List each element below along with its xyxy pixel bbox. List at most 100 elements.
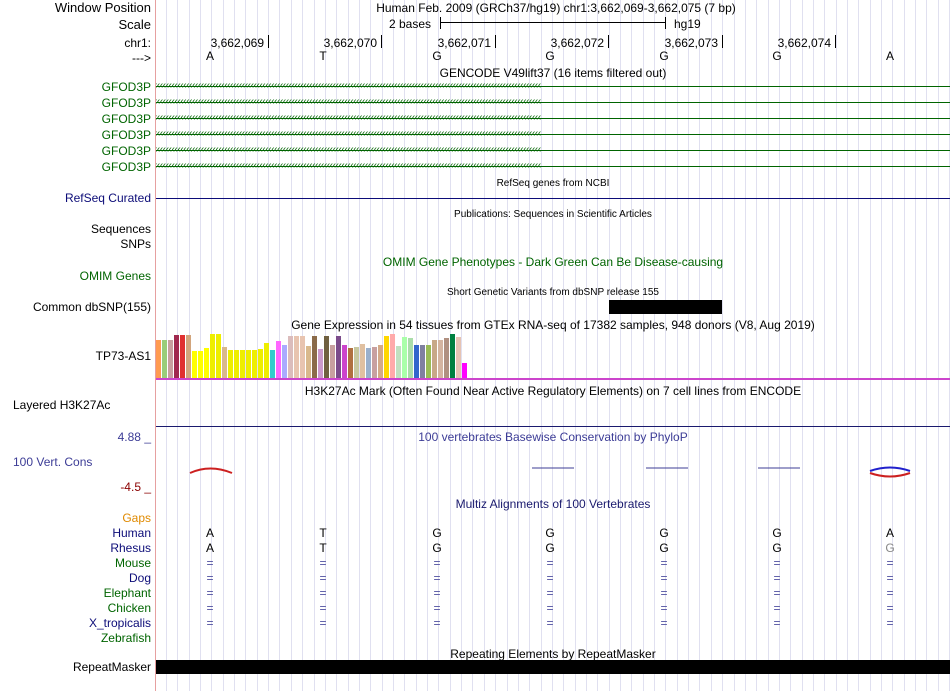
gencode-transcript[interactable]: ‹‹‹‹‹‹‹‹‹‹‹‹‹‹‹‹‹‹‹‹‹‹‹‹‹‹‹‹‹‹‹‹‹‹‹‹‹‹‹‹… [156,112,950,123]
gencode-transcript[interactable]: ‹‹‹‹‹‹‹‹‹‹‹‹‹‹‹‹‹‹‹‹‹‹‹‹‹‹‹‹‹‹‹‹‹‹‹‹‹‹‹‹… [156,160,950,171]
gencode-transcript[interactable]: ‹‹‹‹‹‹‹‹‹‹‹‹‹‹‹‹‹‹‹‹‹‹‹‹‹‹‹‹‹‹‹‹‹‹‹‹‹‹‹‹… [156,128,950,139]
publications-title[interactable]: Publications: Sequences in Scientific Ar… [454,209,652,220]
repeatmasker-label[interactable]: RepeatMasker [72,660,151,674]
gtex-tissue-bar[interactable] [456,337,461,378]
gtex-tissue-bar[interactable] [294,336,299,378]
track-data-area[interactable]: Human Feb. 2009 (GRCh37/hg19) chr1:3,662… [156,0,950,691]
gencode-item-label[interactable]: GFOD3P [101,144,151,158]
gtex-tissue-bar[interactable] [426,345,431,378]
gencode-title[interactable]: GENCODE V49lift37 (16 items filtered out… [439,66,667,80]
gtex-tissue-bar[interactable] [174,335,179,378]
gtex-tissue-bar[interactable] [360,344,365,378]
gtex-tissue-bar[interactable] [264,343,269,378]
gtex-tissue-bar[interactable] [180,335,185,378]
gtex-tissue-bar[interactable] [228,350,233,378]
dbsnp-title[interactable]: Short Genetic Variants from dbSNP releas… [447,287,659,298]
gencode-item-label[interactable]: GFOD3P [101,160,151,174]
dbsnp-variant-block[interactable] [609,300,722,314]
gencode-item-label[interactable]: GFOD3P [101,96,151,110]
repeatmasker-title[interactable]: Repeating Elements by RepeatMasker [450,647,656,661]
gtex-tissue-bar[interactable] [300,336,305,378]
gtex-tissue-bar[interactable] [450,334,455,378]
species-label[interactable]: Human [112,526,151,540]
gtex-tissue-bar[interactable] [384,336,389,378]
species-label[interactable]: Dog [128,571,151,585]
gencode-item-label[interactable]: GFOD3P [101,128,151,142]
gtex-tissue-bar[interactable] [432,340,437,378]
aligned-base: = [433,586,441,600]
gtex-tissue-bar[interactable] [192,351,197,378]
gtex-tissue-bar[interactable] [372,347,377,378]
gtex-tissue-bar[interactable] [444,338,449,378]
gtex-tissue-bar[interactable] [366,348,371,378]
species-label[interactable]: Elephant [103,586,151,600]
sequences-label[interactable]: Sequences [90,222,151,236]
gtex-tissue-bar[interactable] [330,345,335,378]
gaps-label[interactable]: Gaps [122,511,151,525]
phylop-graph[interactable] [156,458,950,482]
omim-title[interactable]: OMIM Gene Phenotypes - Dark Green Can Be… [382,255,724,269]
snps-label[interactable]: SNPs [120,237,151,251]
gtex-tissue-bar[interactable] [222,347,227,378]
gtex-tissue-bar[interactable] [198,351,203,378]
refseq-label[interactable]: RefSeq Curated [64,191,151,205]
gtex-tissue-bar[interactable] [288,336,293,378]
h3k27ac-label[interactable]: Layered H3K27Ac [13,398,111,412]
species-label[interactable]: Zebrafish [100,631,151,645]
gtex-tissue-bar[interactable] [204,348,209,378]
species-label[interactable]: X_tropicalis [88,616,151,630]
gtex-tissue-bar[interactable] [186,335,191,378]
gtex-tissue-bar[interactable] [312,336,317,378]
gridline [677,0,678,691]
gtex-tissue-bar[interactable] [168,340,173,378]
gtex-tissue-bar[interactable] [402,337,407,378]
gtex-tissue-bar[interactable] [396,346,401,378]
gtex-tissue-bar[interactable] [246,350,251,378]
gencode-transcript[interactable]: ‹‹‹‹‹‹‹‹‹‹‹‹‹‹‹‹‹‹‹‹‹‹‹‹‹‹‹‹‹‹‹‹‹‹‹‹‹‹‹‹… [156,96,950,107]
repeatmasker-block[interactable] [156,660,950,674]
gtex-tissue-bar[interactable] [336,336,341,378]
gtex-tissue-bar[interactable] [462,363,467,378]
gtex-tissue-bar[interactable] [252,350,257,378]
gtex-tissue-bar[interactable] [162,340,167,378]
gtex-tissue-bar[interactable] [348,348,353,378]
gtex-tissue-bar[interactable] [216,334,221,378]
gtex-tissue-bar[interactable] [282,345,287,378]
gtex-tissue-bar[interactable] [414,345,419,378]
gtex-tissue-bar[interactable] [324,336,329,378]
h3k27ac-title[interactable]: H3K27Ac Mark (Often Found Near Active Re… [304,384,802,398]
gtex-tissue-bar[interactable] [438,340,443,378]
refseq-title[interactable]: RefSeq genes from NCBI [496,178,610,189]
gencode-item-label[interactable]: GFOD3P [101,112,151,126]
phylop-label[interactable]: 100 Vert. Cons [13,455,93,469]
gtex-tissue-bar[interactable] [210,334,215,378]
gtex-tissue-bar[interactable] [234,350,239,378]
gtex-tissue-bar[interactable] [270,350,275,378]
phylop-title[interactable]: 100 vertebrates Basewise Conservation by… [418,430,688,444]
gtex-tissue-bar[interactable] [354,347,359,378]
gtex-tissue-bar[interactable] [276,341,281,378]
gencode-transcript[interactable]: ‹‹‹‹‹‹‹‹‹‹‹‹‹‹‹‹‹‹‹‹‹‹‹‹‹‹‹‹‹‹‹‹‹‹‹‹‹‹‹‹… [156,80,950,91]
omim-label[interactable]: OMIM Genes [79,269,151,283]
gtex-tissue-bar[interactable] [342,345,347,378]
gtex-bar-chart[interactable] [156,331,950,378]
gtex-tissue-bar[interactable] [306,346,311,378]
gtex-tissue-bar[interactable] [420,345,425,378]
species-label[interactable]: Rhesus [110,541,151,555]
dbsnp-label[interactable]: Common dbSNP(155) [32,300,151,314]
gtex-tissue-bar[interactable] [240,350,245,378]
gencode-item-label[interactable]: GFOD3P [101,80,151,94]
gtex-tissue-bar[interactable] [258,349,263,378]
species-label[interactable]: Chicken [107,601,151,615]
gtex-tissue-bar[interactable] [156,340,161,378]
gencode-transcript[interactable]: ‹‹‹‹‹‹‹‹‹‹‹‹‹‹‹‹‹‹‹‹‹‹‹‹‹‹‹‹‹‹‹‹‹‹‹‹‹‹‹‹… [156,144,950,155]
refseq-gene-line[interactable] [156,198,950,199]
species-label[interactable]: Mouse [114,556,151,570]
gtex-tissue-bar[interactable] [378,345,383,378]
gtex-gene-label[interactable]: TP73-AS1 [95,349,151,363]
gtex-tissue-bar[interactable] [408,338,413,378]
gtex-tissue-bar[interactable] [318,349,323,378]
gtex-title[interactable]: Gene Expression in 54 tissues from GTEx … [291,318,815,332]
gtex-tissue-bar[interactable] [390,334,395,378]
multiz-title[interactable]: Multiz Alignments of 100 Vertebrates [455,497,651,511]
